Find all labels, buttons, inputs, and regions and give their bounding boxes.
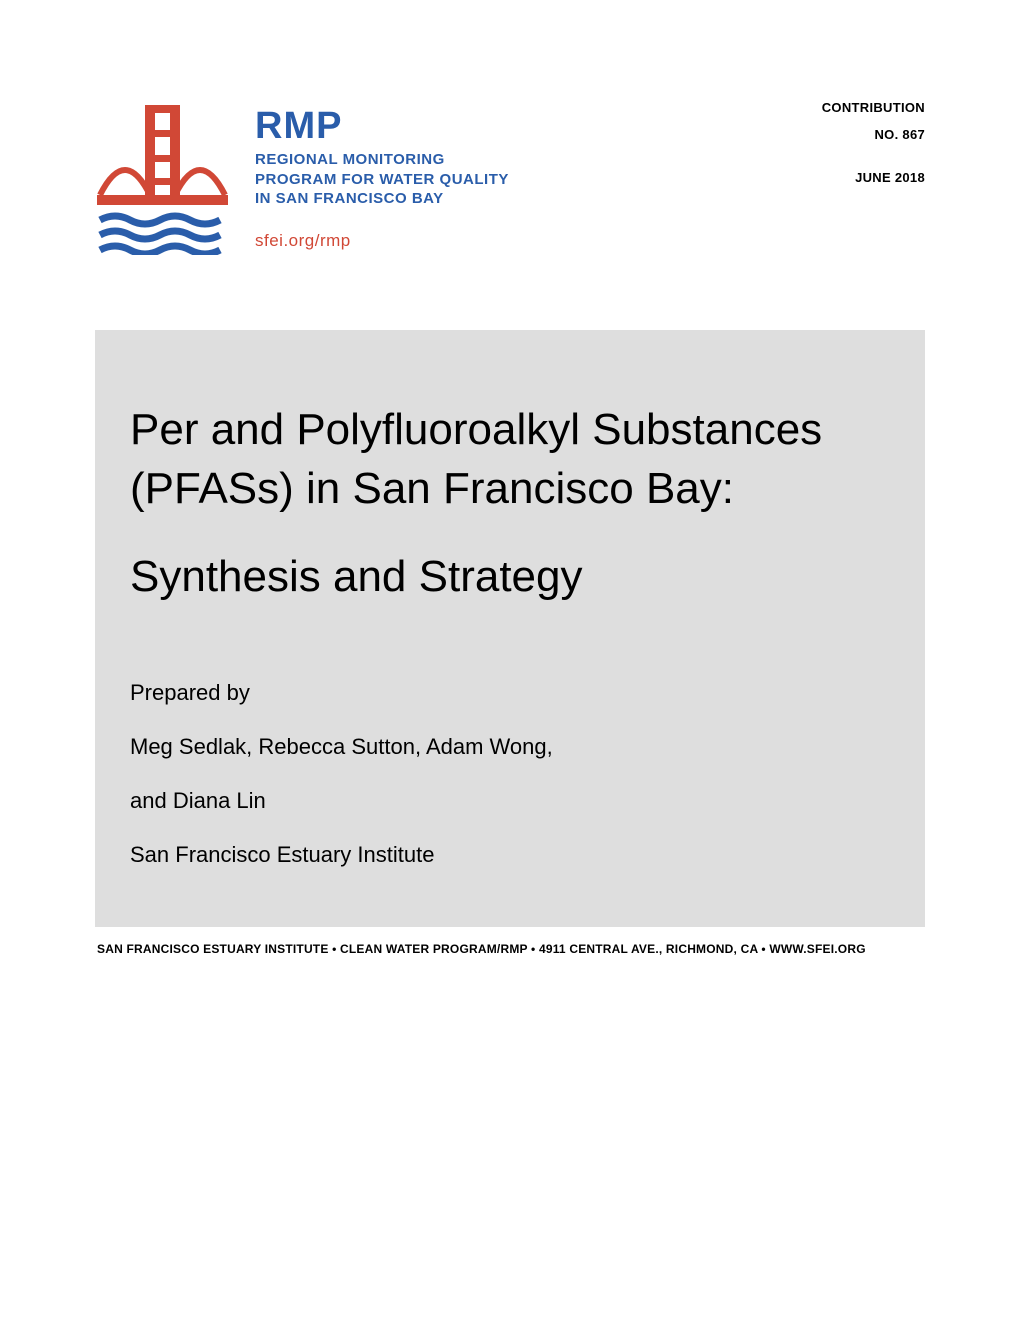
authors-line1: Meg Sedlak, Rebecca Sutton, Adam Wong, <box>130 725 890 769</box>
org-abbreviation: RMP <box>255 105 509 148</box>
authors-line2: and Diana Lin <box>130 779 890 823</box>
bridge-logo-icon <box>95 100 230 255</box>
logo-area: RMP REGIONAL MONITORING PROGRAM FOR WATE… <box>95 100 509 255</box>
title-line1: Per and Polyfluoroalkyl Substances (PFAS… <box>130 405 822 513</box>
org-info: RMP REGIONAL MONITORING PROGRAM FOR WATE… <box>255 100 509 251</box>
contribution-label: CONTRIBUTION <box>822 100 925 115</box>
title-line2: Synthesis and Strategy <box>130 547 890 606</box>
header-section: RMP REGIONAL MONITORING PROGRAM FOR WATE… <box>95 100 925 255</box>
title-box: Per and Polyfluoroalkyl Substances (PFAS… <box>95 330 925 927</box>
prepared-section: Prepared by Meg Sedlak, Rebecca Sutton, … <box>130 671 890 877</box>
document-page: RMP REGIONAL MONITORING PROGRAM FOR WATE… <box>0 0 1020 956</box>
org-name-line3: IN SAN FRANCISCO BAY <box>255 189 509 209</box>
document-title: Per and Polyfluoroalkyl Substances (PFAS… <box>130 400 890 606</box>
contribution-number: NO. 867 <box>822 127 925 142</box>
org-name-line1: REGIONAL MONITORING <box>255 150 509 170</box>
contribution-info: CONTRIBUTION NO. 867 JUNE 2018 <box>822 100 925 185</box>
org-name-line2: PROGRAM FOR WATER QUALITY <box>255 170 509 190</box>
contribution-date: JUNE 2018 <box>822 170 925 185</box>
footer-text: SAN FRANCISCO ESTUARY INSTITUTE • CLEAN … <box>95 942 925 956</box>
org-url: sfei.org/rmp <box>255 231 509 251</box>
prepared-label: Prepared by <box>130 671 890 715</box>
institution: San Francisco Estuary Institute <box>130 833 890 877</box>
